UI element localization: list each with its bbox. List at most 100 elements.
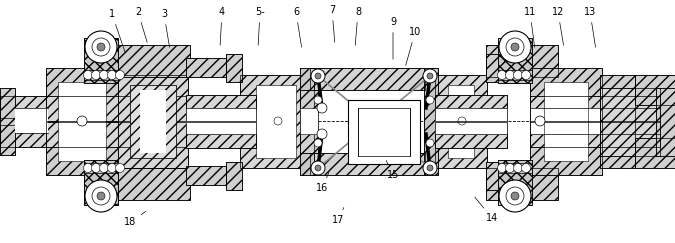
Bar bbox=[186, 122, 256, 148]
Bar bbox=[435, 75, 487, 168]
Circle shape bbox=[506, 164, 514, 173]
Bar bbox=[435, 95, 507, 121]
Bar bbox=[0, 125, 48, 147]
Circle shape bbox=[92, 187, 110, 205]
Bar bbox=[448, 85, 474, 158]
Circle shape bbox=[423, 161, 437, 175]
Bar bbox=[0, 125, 48, 147]
Circle shape bbox=[92, 70, 101, 79]
Circle shape bbox=[274, 117, 282, 125]
Bar bbox=[0, 88, 15, 155]
Circle shape bbox=[97, 192, 105, 200]
Bar bbox=[635, 75, 675, 105]
Circle shape bbox=[511, 192, 519, 200]
Bar bbox=[186, 108, 256, 134]
Bar bbox=[435, 108, 507, 134]
Bar bbox=[186, 122, 256, 148]
Circle shape bbox=[426, 96, 434, 104]
Bar bbox=[0, 96, 48, 118]
Circle shape bbox=[85, 180, 117, 212]
Bar bbox=[240, 75, 312, 168]
Bar bbox=[46, 122, 186, 147]
Bar bbox=[358, 108, 410, 156]
Circle shape bbox=[84, 164, 92, 173]
Bar bbox=[486, 162, 526, 190]
Circle shape bbox=[522, 70, 531, 79]
Circle shape bbox=[497, 164, 506, 173]
Circle shape bbox=[514, 164, 522, 173]
Bar bbox=[118, 75, 188, 168]
Bar bbox=[498, 38, 532, 83]
Circle shape bbox=[107, 164, 117, 173]
Bar bbox=[530, 96, 660, 121]
Bar bbox=[84, 160, 118, 205]
Circle shape bbox=[458, 117, 466, 125]
Circle shape bbox=[506, 70, 514, 79]
Circle shape bbox=[506, 187, 524, 205]
Text: 16: 16 bbox=[316, 173, 329, 193]
Circle shape bbox=[423, 69, 437, 83]
Bar bbox=[310, 153, 425, 175]
Bar bbox=[544, 82, 588, 161]
Bar bbox=[498, 160, 532, 205]
Bar bbox=[656, 88, 675, 156]
Bar bbox=[84, 160, 118, 205]
Circle shape bbox=[84, 70, 92, 79]
Bar bbox=[498, 160, 532, 205]
Bar bbox=[530, 96, 660, 121]
Bar bbox=[226, 54, 242, 82]
Bar bbox=[58, 82, 106, 161]
Bar bbox=[530, 108, 660, 134]
Bar bbox=[84, 38, 118, 83]
Circle shape bbox=[511, 43, 519, 51]
Circle shape bbox=[92, 164, 101, 173]
Text: 12: 12 bbox=[552, 7, 564, 45]
Text: 4: 4 bbox=[219, 7, 225, 45]
Circle shape bbox=[499, 180, 531, 212]
Bar bbox=[186, 95, 256, 121]
Bar bbox=[46, 96, 186, 121]
Bar bbox=[46, 96, 186, 121]
Bar bbox=[530, 68, 602, 175]
Bar bbox=[46, 68, 118, 175]
Bar bbox=[486, 162, 526, 190]
Text: 14: 14 bbox=[475, 197, 498, 223]
Circle shape bbox=[514, 70, 522, 79]
Circle shape bbox=[315, 165, 321, 171]
Bar bbox=[530, 68, 602, 175]
Circle shape bbox=[317, 103, 327, 113]
Text: 17: 17 bbox=[332, 208, 344, 225]
Text: 1: 1 bbox=[109, 9, 125, 52]
Bar bbox=[600, 88, 660, 156]
Bar bbox=[486, 45, 558, 77]
Circle shape bbox=[317, 129, 327, 139]
Bar bbox=[600, 75, 635, 168]
Text: 7: 7 bbox=[329, 5, 335, 42]
Bar bbox=[310, 153, 425, 175]
Bar bbox=[300, 68, 314, 175]
Bar bbox=[186, 58, 226, 77]
Circle shape bbox=[315, 73, 321, 79]
Bar bbox=[118, 168, 190, 200]
Circle shape bbox=[535, 116, 545, 126]
Bar bbox=[226, 54, 242, 82]
Bar bbox=[486, 168, 558, 200]
Bar bbox=[530, 122, 660, 147]
Bar bbox=[600, 88, 660, 156]
Bar bbox=[635, 138, 675, 168]
Circle shape bbox=[314, 96, 322, 104]
Circle shape bbox=[115, 164, 124, 173]
Bar bbox=[486, 45, 558, 77]
Text: 6: 6 bbox=[293, 7, 302, 47]
Bar bbox=[186, 166, 226, 185]
Text: 3: 3 bbox=[161, 9, 169, 47]
Bar bbox=[186, 58, 226, 77]
Text: 8: 8 bbox=[355, 7, 361, 45]
Circle shape bbox=[92, 38, 110, 56]
Bar bbox=[118, 75, 188, 168]
Bar bbox=[300, 108, 318, 134]
Circle shape bbox=[427, 165, 433, 171]
Text: 2: 2 bbox=[135, 7, 147, 42]
Bar bbox=[300, 68, 314, 175]
Bar bbox=[300, 90, 318, 153]
